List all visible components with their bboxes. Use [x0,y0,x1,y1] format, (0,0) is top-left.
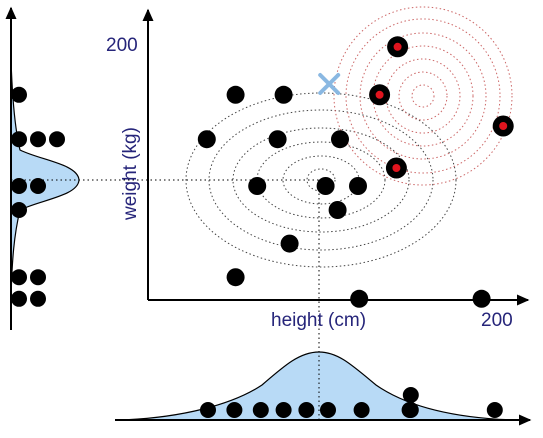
weight-density-point [11,202,27,218]
height-density-point [402,387,419,403]
cross-marker [318,73,341,95]
data-point [226,268,245,287]
circle-ring [345,18,501,174]
weight-density-point [11,178,27,194]
contour-ring [306,168,336,192]
highlighted-point [385,157,407,179]
euclidean-circles [333,6,513,186]
weight-density-point [11,131,27,148]
height-density-point [275,402,292,418]
data-point [331,130,349,149]
highlighted-points [369,36,514,179]
data-point [349,177,367,195]
cross-marker-stroke [318,73,341,95]
weight-density-point [11,290,27,307]
data-point [472,289,491,308]
weight-density-point [30,131,46,148]
height-density-point [353,402,370,418]
weight-density [5,6,80,330]
highlighted-point [387,36,409,58]
data-point [316,177,335,195]
weight-density-point [11,269,27,286]
contour-ring [256,141,386,219]
circle-ring [398,71,448,121]
weight-density-point [30,178,46,194]
weight-density-point [49,131,65,148]
highlighted-point-core [375,90,384,99]
highlighted-point [369,84,391,106]
height-density [115,351,532,426]
height-density-point [320,402,336,418]
height-density-point [226,402,243,418]
contour-ring [208,109,434,251]
circle-ring [411,84,435,108]
y-tick-200: 200 [106,35,138,56]
x-axis-label: height (cm) [271,310,366,331]
highlighted-point [492,115,514,137]
data-point [350,289,369,308]
weight-density-point [30,290,46,307]
circle-ring [359,32,487,160]
data-point [280,234,299,253]
height-density-point [298,402,315,418]
data-point [274,85,293,104]
y-axis-label: weight (kg) [120,127,141,221]
x-tick-200: 200 [481,310,513,331]
weight-density-point [30,269,46,286]
circle-ring [333,6,513,186]
data-point [197,130,216,149]
highlighted-point-core [392,164,401,172]
contour-ring [232,127,410,233]
scatter-points [197,85,491,308]
height-density-point [486,402,503,418]
highlighted-point-core [499,122,508,130]
data-point [248,177,267,195]
height-density-point [252,402,269,418]
height-density-curve [119,351,516,421]
weight-density-points [11,86,65,307]
data-point [328,201,347,219]
data-point [226,85,245,104]
height-density-point [200,402,216,418]
height-density-point [402,402,419,418]
height-density-points [200,387,503,418]
highlighted-point-core [393,42,402,51]
weight-density-point [11,86,27,103]
circle-ring [385,58,461,134]
data-point [268,130,287,149]
